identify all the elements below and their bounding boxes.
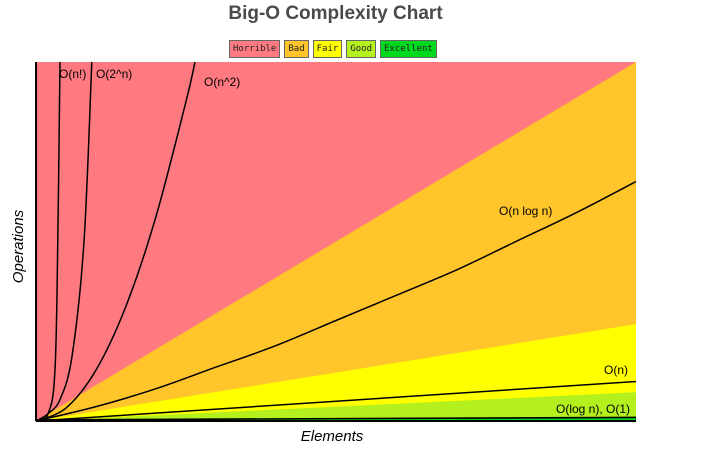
curve-3 — [35, 61, 196, 422]
legend: Horrible Bad Fair Good Excellent — [229, 40, 437, 58]
region-fair — [36, 324, 636, 421]
y-axis-label: Operations — [10, 209, 27, 283]
legend-item-fair: Fair — [312, 40, 343, 58]
curve-5 — [35, 380, 637, 422]
x-axis-label: Elements — [301, 428, 364, 445]
complexity-regions — [36, 62, 636, 421]
legend-item-excellent: Excellent — [380, 40, 437, 58]
curve-label-5: O(n) — [604, 363, 628, 377]
legend-item-good: Good — [346, 40, 376, 58]
legend-item-horrible: Horrible — [229, 40, 281, 58]
curve-label-6: O(log n), O(1) — [556, 402, 630, 416]
curve-6 — [35, 416, 637, 421]
chart-title: Big-O Complexity Chart — [228, 3, 443, 24]
curve-label-4: O(n log n) — [499, 204, 552, 218]
curve-4 — [35, 180, 637, 422]
curve-label-1: O(n!) — [59, 67, 86, 81]
region-good — [36, 392, 636, 421]
curve-label-2: O(2^n) — [96, 67, 132, 81]
legend-item-bad: Bad — [284, 40, 309, 58]
complexity-curves — [35, 61, 637, 422]
curve-2 — [35, 61, 93, 422]
curve-labels: O(n!) O(2^n) O(n^2) O(n log n) O(n) O(log n),… — [59, 67, 630, 416]
curve-label-3: O(n^2) — [204, 75, 240, 89]
region-bad — [36, 62, 636, 421]
